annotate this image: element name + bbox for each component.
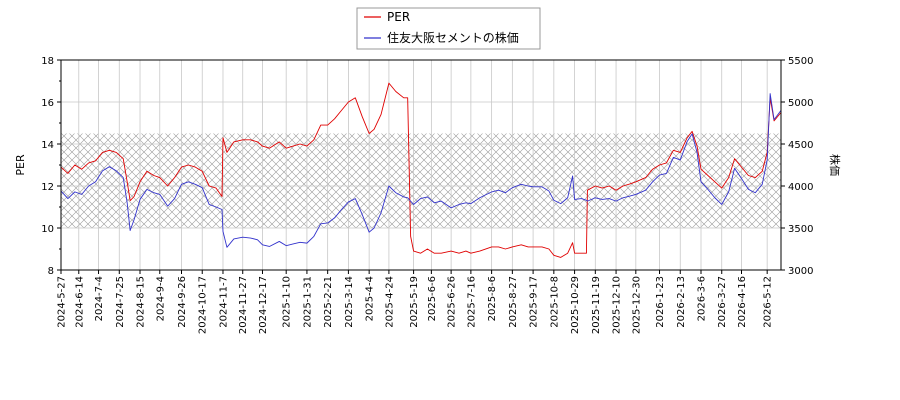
x-tick-label: 2025-1-10 [282,276,293,328]
series-line-price [60,93,782,248]
x-tick-label: 2025-9-17 [529,276,540,328]
x-tick-label: 2024-8-15 [136,276,147,328]
x-tick-label: 2025-12-30 [631,276,642,334]
x-tick-label: 2026-3-6 [697,276,708,321]
right-axis-ticks: 3000 3500 4000 4500 5000 5500 [781,56,813,277]
x-tick-label: 2025-8-6 [487,276,498,321]
x-tick-label: 2025-12-10 [612,276,623,334]
right-tick-label: 5000 [788,98,813,109]
x-tick-label: 2025-10-29 [570,276,581,334]
x-tick-label: 2024-11-27 [238,276,249,334]
legend-entry-price: 住友大阪セメントの株価 [387,30,519,45]
left-tick-label: 18 [41,56,54,67]
right-tick-label: 5500 [788,56,813,67]
legend-box [356,7,541,50]
x-tick-label: 2024-9-26 [177,276,188,328]
right-tick-label: 3500 [788,224,813,235]
right-tick-label: 4500 [788,140,813,151]
left-tick-label: 14 [41,140,54,151]
x-tick-label: 2025-5-19 [409,276,420,328]
left-tick-label: 10 [41,224,54,235]
left-axis-ticks: 8 10 12 14 16 18 [41,56,61,277]
right-tick-label: 4000 [788,182,813,193]
x-tick-label: 2024-7-25 [115,276,126,328]
x-tick-label: 2024-12-17 [258,276,269,334]
x-tick-label: 2026-2-13 [676,276,687,328]
right-axis-label: 株価 [828,154,842,176]
x-tick-label: 2026-4-16 [737,276,748,328]
shaded-band [61,133,781,228]
series-lines [60,82,782,258]
right-tick-label: 3000 [788,266,813,277]
band-fill [61,133,781,228]
x-tick-label: 2024-10-17 [198,276,209,334]
x-tick-label: 2026-3-27 [717,276,728,328]
x-tick-label: 2024-9-4 [155,276,166,321]
legend: PER 住友大阪セメントの株価 [356,7,541,50]
x-tick-label: 2026-5-12 [763,276,774,328]
x-axis-ticks: 2024-5-27 2024-6-14 2024-7-4 2024-7-25 2024-… [57,270,774,334]
x-tick-label: 2025-10-8 [549,276,560,328]
x-tick-label: 2025-4-24 [384,276,395,328]
x-tick-label: 2025-2-21 [323,276,334,328]
x-tick-label: 2024-5-27 [57,276,68,328]
x-tick-label: 2024-6-14 [74,276,85,328]
left-tick-label: 8 [48,266,54,277]
x-tick-label: 2024-7-4 [94,276,105,321]
x-tick-label: 2025-6-26 [447,276,458,328]
left-tick-label: 12 [41,182,54,193]
series-line-per [60,82,782,258]
x-tick-label: 2026-1-23 [655,276,666,328]
x-tick-label: 2025-4-4 [365,276,376,321]
x-tick-label: 2025-7-16 [466,276,477,328]
x-tick-label: 2025-1-31 [302,276,313,328]
x-tick-label: 2025-3-14 [344,276,355,328]
left-tick-label: 16 [41,98,54,109]
x-tick-label: 2025-8-27 [508,276,519,328]
left-axis-label: PER [14,154,27,176]
x-tick-label: 2025-11-19 [591,276,602,334]
x-tick-label: 2024-11-7 [218,276,229,328]
legend-entry-per: PER [387,10,410,24]
x-tick-label: 2025-6-6 [427,276,438,321]
